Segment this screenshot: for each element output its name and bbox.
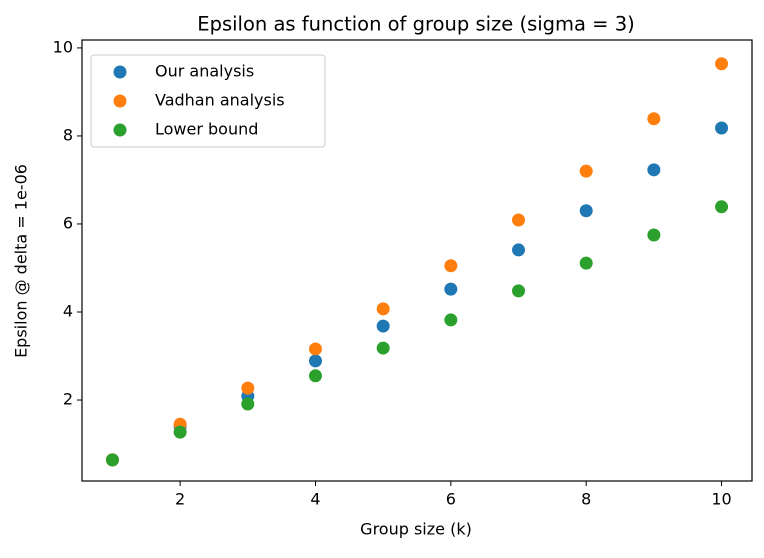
legend-marker — [113, 65, 127, 79]
x-tick-label: 10 — [711, 490, 731, 509]
point — [512, 213, 526, 227]
legend-label: Our analysis — [155, 62, 254, 81]
point — [444, 259, 458, 273]
point — [579, 204, 593, 218]
point — [308, 354, 322, 368]
point — [579, 164, 593, 178]
y-tick-label: 6 — [63, 213, 73, 232]
y-axis-label: Epsilon @ delta = 1e-06 — [12, 164, 31, 358]
legend-label: Vadhan analysis — [155, 91, 285, 110]
y-tick-label: 2 — [63, 390, 73, 409]
legend-marker — [113, 123, 127, 137]
point — [715, 57, 729, 71]
y-tick-label: 4 — [63, 301, 73, 320]
y-tick-label: 8 — [63, 125, 73, 144]
y-tick-label: 10 — [53, 37, 73, 56]
point — [241, 397, 255, 411]
legend — [90, 54, 326, 148]
point — [715, 200, 729, 214]
chart-title: Epsilon as function of group size (sigma… — [197, 13, 634, 36]
legend-label: Lower bound — [155, 120, 258, 139]
point — [579, 256, 593, 270]
point — [647, 112, 661, 126]
point — [105, 453, 119, 467]
plot-frame — [81, 39, 753, 482]
point — [512, 243, 526, 257]
point — [376, 319, 390, 333]
x-tick-label: 8 — [581, 490, 591, 509]
x-axis-label: Group size (k) — [360, 520, 472, 539]
point — [241, 381, 255, 395]
point — [376, 341, 390, 355]
point — [308, 342, 322, 356]
point — [647, 228, 661, 242]
legend-marker — [113, 94, 127, 108]
point — [444, 313, 458, 327]
point — [512, 284, 526, 298]
point — [376, 302, 390, 316]
x-tick-label: 2 — [175, 490, 185, 509]
point — [173, 425, 187, 439]
point — [715, 121, 729, 135]
point — [444, 282, 458, 296]
x-tick-label: 6 — [446, 490, 456, 509]
point — [308, 369, 322, 383]
x-tick-label: 4 — [310, 490, 320, 509]
point — [647, 163, 661, 177]
